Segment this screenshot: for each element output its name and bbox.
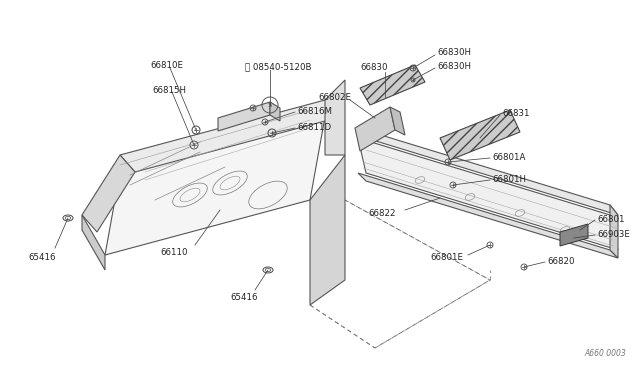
Polygon shape bbox=[218, 102, 270, 131]
Polygon shape bbox=[270, 102, 280, 121]
Text: A660 0003: A660 0003 bbox=[584, 349, 626, 358]
Polygon shape bbox=[310, 155, 345, 305]
Polygon shape bbox=[325, 80, 345, 155]
Text: S: S bbox=[268, 102, 272, 108]
Text: 66802E: 66802E bbox=[318, 93, 351, 102]
Text: 66903E: 66903E bbox=[597, 230, 630, 238]
Text: 66830H: 66830H bbox=[437, 48, 471, 57]
Text: 66830: 66830 bbox=[360, 62, 387, 71]
Polygon shape bbox=[105, 117, 325, 255]
Text: 66110: 66110 bbox=[160, 247, 188, 257]
Polygon shape bbox=[358, 173, 618, 258]
Polygon shape bbox=[360, 65, 425, 105]
Text: 66801H: 66801H bbox=[492, 174, 526, 183]
Polygon shape bbox=[560, 224, 588, 246]
Text: Ⓢ 08540-5120B: Ⓢ 08540-5120B bbox=[245, 62, 312, 71]
Text: 66801E: 66801E bbox=[430, 253, 463, 263]
Text: 66820: 66820 bbox=[547, 257, 575, 266]
Polygon shape bbox=[82, 155, 135, 232]
Polygon shape bbox=[390, 107, 405, 135]
Polygon shape bbox=[358, 138, 618, 250]
Text: 66822: 66822 bbox=[368, 208, 396, 218]
Polygon shape bbox=[120, 100, 340, 172]
Text: 65416: 65416 bbox=[28, 253, 56, 263]
Polygon shape bbox=[440, 110, 520, 160]
Text: 66801: 66801 bbox=[597, 215, 625, 224]
Text: 66811D: 66811D bbox=[297, 122, 331, 131]
Text: 66830H: 66830H bbox=[437, 61, 471, 71]
Text: 66801A: 66801A bbox=[492, 153, 525, 161]
Text: 66816M: 66816M bbox=[297, 106, 332, 115]
Text: 65416: 65416 bbox=[230, 294, 257, 302]
Text: 66810E: 66810E bbox=[150, 61, 183, 70]
Polygon shape bbox=[82, 215, 105, 270]
Polygon shape bbox=[355, 107, 395, 151]
Text: 66815H: 66815H bbox=[152, 86, 186, 94]
Text: 66831: 66831 bbox=[502, 109, 529, 118]
Polygon shape bbox=[610, 205, 618, 258]
Polygon shape bbox=[358, 128, 618, 215]
